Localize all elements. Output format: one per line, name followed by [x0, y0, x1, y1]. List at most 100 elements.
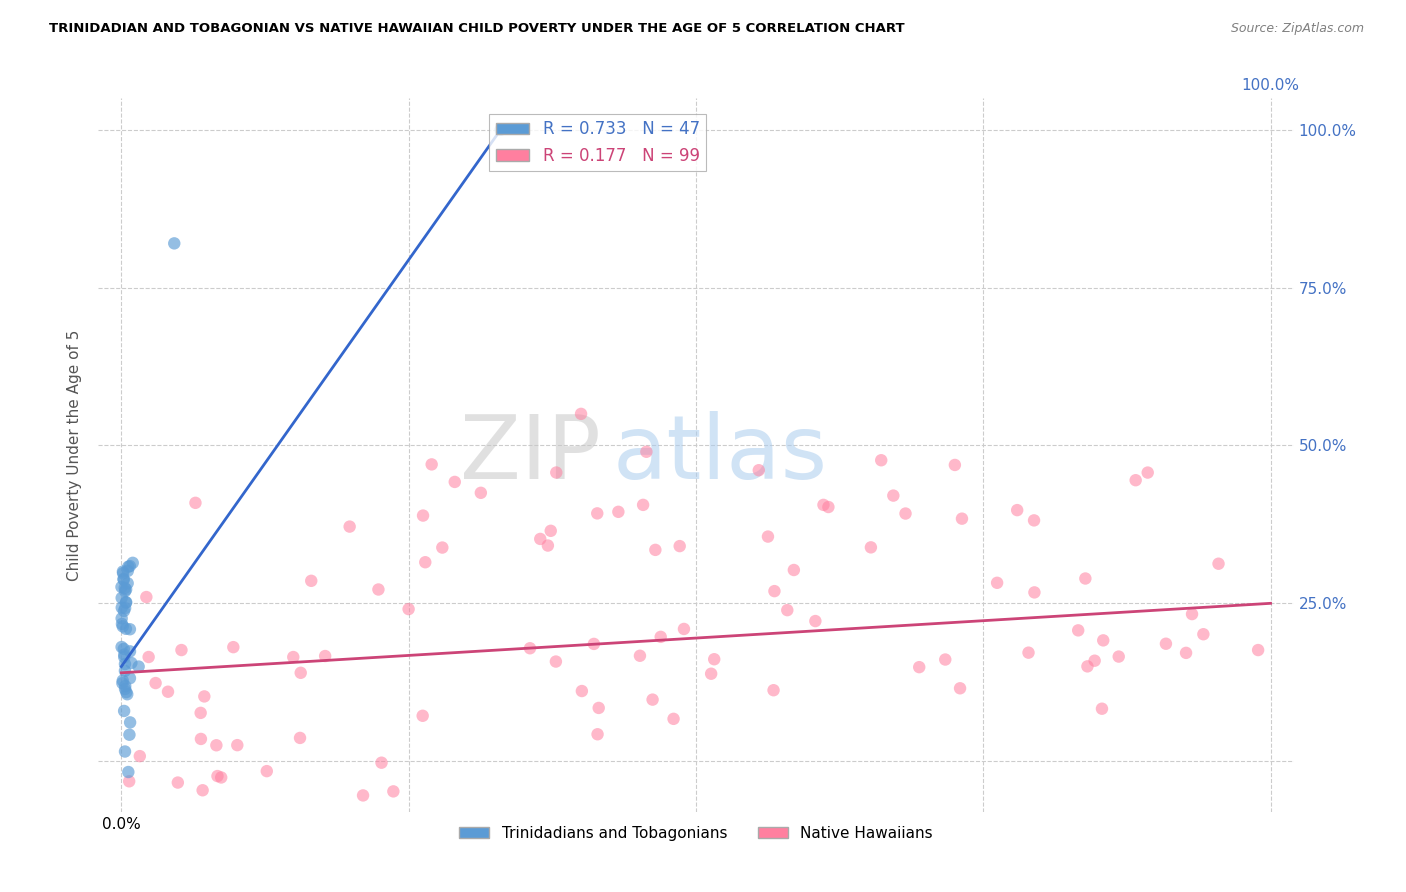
Point: [193, 690, 215, 704]
Point: [804, 614, 827, 628]
Point: [529, 532, 551, 546]
Point: [700, 666, 723, 681]
Point: [1181, 607, 1204, 621]
Point: [190, 731, 212, 746]
Point: [650, 630, 672, 644]
Point: [156, 684, 179, 698]
Point: [986, 575, 1008, 590]
Point: [114, 745, 136, 759]
Point: [117, 559, 139, 574]
Point: [1067, 624, 1090, 638]
Point: [112, 641, 135, 656]
Point: [191, 783, 214, 797]
Point: [290, 665, 312, 680]
Point: [582, 637, 605, 651]
Point: [114, 664, 136, 678]
Point: [813, 498, 835, 512]
Point: [111, 676, 134, 690]
Point: [112, 566, 135, 581]
Point: [114, 679, 136, 693]
Point: [222, 640, 245, 655]
Point: [112, 650, 135, 665]
Point: [118, 644, 141, 658]
Point: [420, 458, 443, 472]
Point: [184, 496, 207, 510]
Point: [1108, 649, 1130, 664]
Point: [943, 458, 966, 472]
Point: [783, 563, 806, 577]
Point: [115, 622, 138, 636]
Point: [111, 611, 134, 625]
Point: [432, 541, 454, 555]
Point: [121, 556, 143, 570]
Point: [544, 655, 567, 669]
Point: [112, 573, 135, 587]
Point: [762, 683, 785, 698]
Point: [205, 739, 228, 753]
Point: [644, 542, 666, 557]
Point: [934, 652, 956, 666]
Point: [112, 704, 135, 718]
Point: [1092, 633, 1115, 648]
Point: [894, 507, 917, 521]
Point: [111, 619, 134, 633]
Point: [859, 541, 882, 555]
Point: [382, 784, 405, 798]
Point: [112, 572, 135, 586]
Point: [588, 701, 610, 715]
Text: TRINIDADIAN AND TOBAGONIAN VS NATIVE HAWAIIAN CHILD POVERTY UNDER THE AGE OF 5 C: TRINIDADIAN AND TOBAGONIAN VS NATIVE HAW…: [49, 22, 905, 36]
Point: [115, 687, 138, 701]
Point: [870, 453, 893, 467]
Point: [299, 574, 322, 588]
Point: [672, 622, 695, 636]
Point: [117, 564, 139, 578]
Point: [1125, 473, 1147, 487]
Text: Source: ZipAtlas.com: Source: ZipAtlas.com: [1230, 22, 1364, 36]
Point: [118, 728, 141, 742]
Point: [1247, 643, 1270, 657]
Point: [135, 590, 157, 604]
Text: atlas: atlas: [613, 411, 828, 499]
Point: [118, 671, 141, 685]
Point: [118, 774, 141, 789]
Legend: Trinidadians and Tobagonians, Native Hawaiians: Trinidadians and Tobagonians, Native Haw…: [453, 820, 939, 847]
Point: [412, 708, 434, 723]
Point: [908, 660, 931, 674]
Point: [118, 559, 141, 574]
Point: [114, 584, 136, 599]
Point: [1076, 659, 1098, 673]
Point: [111, 617, 134, 632]
Point: [112, 604, 135, 618]
Point: [540, 524, 562, 538]
Point: [111, 591, 134, 605]
Point: [882, 489, 904, 503]
Point: [314, 648, 336, 663]
Point: [209, 771, 232, 785]
Point: [190, 706, 212, 720]
Point: [628, 648, 651, 663]
Point: [519, 641, 541, 656]
Point: [138, 650, 160, 665]
Point: [170, 643, 193, 657]
Point: [120, 715, 142, 730]
Point: [413, 555, 436, 569]
Point: [756, 530, 779, 544]
Point: [776, 603, 799, 617]
Point: [1154, 637, 1177, 651]
Point: [631, 498, 654, 512]
Point: [117, 764, 139, 779]
Point: [145, 676, 167, 690]
Point: [339, 519, 361, 533]
Point: [586, 727, 609, 741]
Point: [949, 681, 972, 696]
Point: [950, 511, 973, 525]
Point: [120, 656, 142, 670]
Point: [110, 580, 132, 594]
Point: [748, 463, 770, 477]
Point: [1136, 466, 1159, 480]
Point: [112, 648, 135, 662]
Point: [128, 659, 150, 673]
Point: [607, 505, 630, 519]
Point: [288, 731, 311, 745]
Point: [470, 485, 492, 500]
